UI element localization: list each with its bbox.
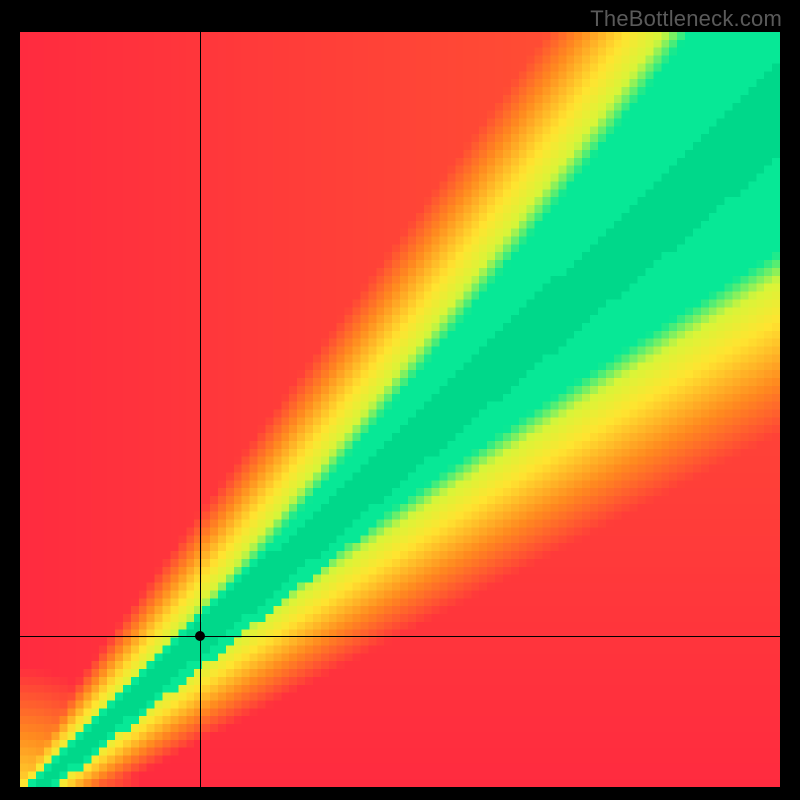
chart-container: TheBottleneck.com — [0, 0, 800, 800]
crosshair-marker — [195, 631, 205, 641]
crosshair-horizontal — [20, 636, 780, 637]
heatmap-plot — [20, 32, 780, 787]
crosshair-vertical — [200, 32, 201, 787]
heatmap-canvas — [20, 32, 780, 787]
watermark-text: TheBottleneck.com — [590, 6, 782, 32]
